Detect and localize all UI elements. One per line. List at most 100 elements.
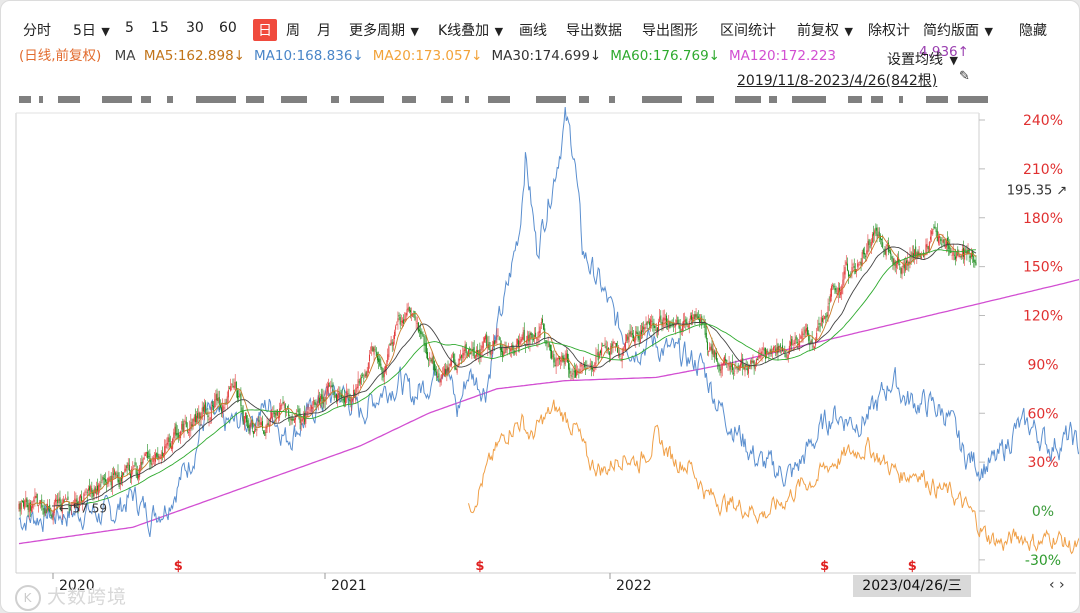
- candle-body: [289, 417, 291, 420]
- candle-body: [969, 255, 971, 258]
- toolbar-item-13[interactable]: 导出图形: [642, 20, 698, 40]
- candle-body: [812, 345, 814, 347]
- candle-body: [126, 465, 128, 469]
- candle-body: [388, 346, 390, 358]
- candle-body: [686, 322, 688, 325]
- candle-body: [97, 485, 99, 492]
- candle-body: [132, 467, 134, 469]
- candle-body: [807, 327, 809, 335]
- candle-body: [104, 479, 106, 482]
- candle-body: [461, 354, 463, 358]
- candle-body: [801, 331, 803, 340]
- candle-body: [886, 245, 888, 247]
- candle-body: [786, 357, 788, 359]
- toolbar-item-4[interactable]: 30: [186, 20, 204, 36]
- toolbar-item-1[interactable]: 5日 ▼: [73, 20, 110, 40]
- candle-body: [825, 316, 827, 318]
- candle-body: [744, 364, 746, 372]
- toolbar-item-3[interactable]: 15: [151, 20, 169, 36]
- toolbar-item-10[interactable]: K线叠加 ▼: [438, 20, 503, 40]
- toolbar-item-11[interactable]: 画线: [519, 20, 547, 40]
- pin-icon[interactable]: ✎: [959, 69, 970, 84]
- candle-body: [940, 238, 942, 242]
- candle-body: [512, 344, 514, 350]
- candle-body: [143, 457, 145, 460]
- ma-indicator-line: (日线,前复权) MA MA5:162.898↓ MA10:168.836↓ MA2…: [19, 44, 969, 64]
- candle-body: [833, 285, 835, 288]
- candle-body: [695, 314, 697, 317]
- candle-body: [684, 319, 686, 322]
- candle-body: [576, 371, 578, 376]
- candle-body: [866, 250, 868, 255]
- toolbar-item-7[interactable]: 周: [286, 20, 300, 40]
- toolbar-item-6[interactable]: 日: [253, 19, 277, 41]
- candle-body: [413, 311, 415, 313]
- toolbar-item-8[interactable]: 月: [317, 20, 331, 40]
- candle-body: [107, 478, 109, 484]
- candle-body: [395, 326, 397, 330]
- candle-body: [325, 391, 327, 400]
- candle-body: [178, 435, 180, 437]
- candle-body: [446, 365, 448, 376]
- info-marker: [769, 96, 777, 103]
- candle-body: [554, 365, 556, 367]
- candle-body: [100, 481, 102, 483]
- candle-body: [453, 353, 455, 362]
- candle-body: [802, 333, 804, 335]
- candle-body: [603, 345, 605, 346]
- candle-body: [333, 391, 335, 398]
- candle-body: [757, 359, 759, 361]
- candle-body: [222, 405, 224, 414]
- candle-body: [635, 330, 637, 341]
- candle-body: [210, 407, 212, 421]
- candle-body: [653, 323, 655, 329]
- candle-body: [566, 353, 568, 362]
- candle-body: [500, 347, 502, 352]
- candle-body: [405, 313, 407, 321]
- candle-body: [626, 334, 628, 342]
- candle-body: [400, 321, 402, 323]
- candle-body: [841, 286, 843, 294]
- candle-body: [207, 415, 209, 418]
- candle-body: [805, 328, 807, 332]
- toolbar-item-9[interactable]: 更多周期 ▼: [349, 20, 419, 40]
- candle-body: [343, 397, 345, 403]
- candle-body: [296, 413, 298, 417]
- set-ma-button[interactable]: 设置均线 ▼: [887, 49, 958, 69]
- toolbar-item-2[interactable]: 5: [125, 20, 134, 36]
- candle-body: [428, 359, 430, 361]
- toolbar-item-0[interactable]: 分时: [23, 20, 51, 40]
- candle-body: [537, 338, 539, 341]
- toolbar-item-14[interactable]: 区间统计: [720, 20, 776, 40]
- candle-body: [276, 410, 278, 416]
- candle-body: [120, 475, 122, 482]
- toolbar-item-12[interactable]: 导出数据: [566, 20, 622, 40]
- scroll-arrows[interactable]: ‹ ›: [1049, 577, 1065, 593]
- candle-body: [701, 316, 703, 326]
- candle-body: [823, 318, 825, 320]
- toolbar-item-17[interactable]: 简约版面 ▼: [923, 20, 993, 40]
- toolbar-item-15[interactable]: 前复权 ▼: [797, 20, 853, 40]
- candle-body: [973, 256, 975, 262]
- candle-body: [200, 416, 202, 419]
- candle-body: [513, 350, 515, 356]
- candle-body: [573, 370, 575, 373]
- candle-body: [366, 370, 368, 378]
- candle-body: [358, 381, 360, 383]
- candle-body: [242, 410, 244, 422]
- candle-body: [593, 369, 595, 372]
- candle-body: [712, 348, 714, 355]
- toolbar-item-16[interactable]: 除权计: [868, 20, 910, 40]
- candle-body: [430, 359, 432, 362]
- toolbar-item-18[interactable]: 隐藏: [1019, 20, 1047, 40]
- info-marker: [441, 96, 453, 103]
- candle-body: [27, 504, 29, 510]
- toolbar-item-5[interactable]: 60: [219, 20, 237, 36]
- candle-body: [510, 348, 512, 351]
- info-marker: [102, 96, 132, 103]
- candle-body: [810, 341, 812, 343]
- candle-body: [224, 403, 226, 405]
- candle-body: [675, 324, 677, 327]
- candle-body: [37, 504, 39, 507]
